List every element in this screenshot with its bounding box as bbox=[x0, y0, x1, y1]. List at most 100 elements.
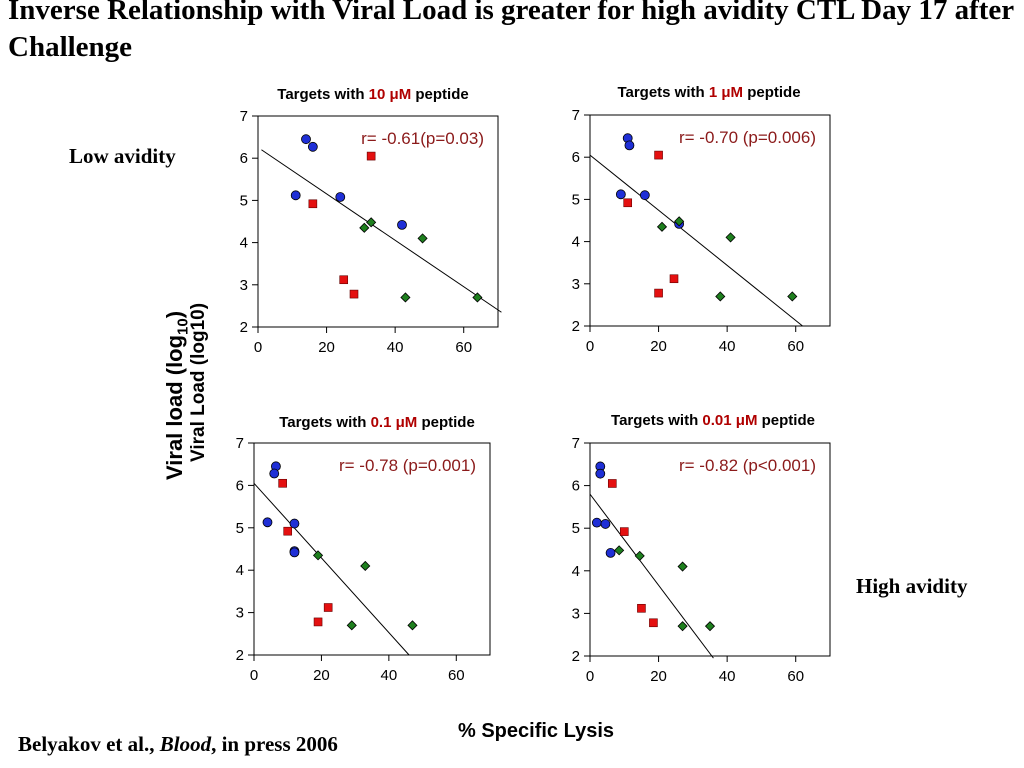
y-tick-label: 5 bbox=[240, 192, 248, 209]
plot-frame bbox=[589, 442, 831, 657]
plot-frame bbox=[589, 114, 831, 327]
point-diamond bbox=[417, 233, 428, 244]
point-circle bbox=[591, 517, 602, 528]
correlation-annotation: r= -0.78 (p=0.001) bbox=[339, 456, 476, 475]
point-diamond bbox=[360, 560, 371, 572]
y-tick-label: 6 bbox=[572, 149, 580, 166]
plot-frame bbox=[253, 442, 491, 656]
correlation-annotation: r= -0.82 (p<0.001) bbox=[679, 456, 816, 475]
point-circle bbox=[290, 190, 301, 201]
point-diamond bbox=[725, 232, 736, 243]
y-tick-label: 4 bbox=[572, 563, 580, 580]
y-tick-label: 6 bbox=[236, 477, 244, 494]
chart-title-suffix: peptide bbox=[411, 86, 469, 103]
point-square bbox=[366, 151, 376, 161]
point-circle bbox=[262, 517, 273, 528]
y-tick-label: 6 bbox=[572, 478, 580, 495]
high-avidity-label: High avidity bbox=[856, 574, 968, 598]
chart-1: Targets with 10 μM peptide 2 3 4 5 6 7 0 20 40 60 r… bbox=[240, 86, 502, 356]
y-tick-label: 2 bbox=[572, 648, 580, 665]
point-circle bbox=[289, 547, 300, 558]
chart-title-suffix: peptide bbox=[743, 84, 801, 101]
point-square bbox=[607, 479, 617, 488]
x-tick-label: 0 bbox=[250, 667, 258, 684]
point-diamond bbox=[677, 561, 688, 572]
chart-title-concentration: 1 μM bbox=[709, 84, 743, 101]
x-tick-label: 20 bbox=[313, 667, 330, 684]
x-tick-label: 20 bbox=[650, 338, 667, 355]
x-tick-label: 40 bbox=[719, 668, 736, 685]
x-tick-label: 0 bbox=[586, 338, 594, 355]
citation: Belyakov et al., Blood, in press 2006 bbox=[18, 732, 338, 757]
point-circle bbox=[269, 468, 280, 479]
y-tick-label: 2 bbox=[236, 647, 244, 664]
point-diamond bbox=[787, 291, 798, 302]
chart-2: Targets with 1 μM peptide 2 3 4 5 6 7 0 20 40 60 r=… bbox=[572, 84, 831, 355]
x-tick-label: 60 bbox=[787, 338, 804, 355]
chart-title: Targets with 1 μM peptide bbox=[617, 84, 800, 101]
point-circle bbox=[595, 468, 606, 479]
y-tick-label: 7 bbox=[240, 108, 248, 125]
point-square bbox=[623, 198, 633, 208]
point-circle bbox=[615, 189, 626, 200]
chart-title: Targets with 0.1 μM peptide bbox=[279, 414, 475, 431]
point-diamond bbox=[359, 222, 370, 233]
chart-title-concentration: 0.01 μM bbox=[702, 412, 757, 429]
point-circle bbox=[600, 519, 611, 529]
point-circle bbox=[397, 219, 407, 230]
x-tick-label: 40 bbox=[719, 338, 736, 355]
chart-title-prefix: Targets with bbox=[277, 86, 368, 103]
y-tick-label: 4 bbox=[572, 234, 580, 251]
point-circle bbox=[289, 518, 300, 529]
point-diamond bbox=[677, 621, 688, 632]
correlation-annotation: r= -0.61(p=0.03) bbox=[361, 129, 484, 148]
citation-authors: Belyakov et al., bbox=[18, 732, 160, 756]
chart-title: Targets with 10 μM peptide bbox=[277, 86, 468, 103]
point-circle bbox=[605, 548, 616, 558]
point-circle bbox=[335, 192, 346, 202]
x-tick-label: 60 bbox=[448, 667, 465, 684]
low-avidity-label: Low avidity bbox=[69, 144, 176, 168]
chart-title-prefix: Targets with bbox=[279, 414, 370, 431]
y-tick-label: 5 bbox=[236, 520, 244, 537]
y-tick-label: 6 bbox=[240, 150, 248, 167]
chart-3: Targets with 0.1 μM peptide 2 3 4 5 6 7 0 20 40 60… bbox=[236, 414, 491, 684]
plot-frame bbox=[257, 115, 499, 328]
point-diamond bbox=[346, 620, 357, 631]
point-circle bbox=[624, 140, 635, 151]
point-square bbox=[669, 274, 679, 284]
chart-title-prefix: Targets with bbox=[617, 84, 708, 101]
x-tick-label: 40 bbox=[381, 667, 398, 684]
point-diamond bbox=[400, 292, 411, 303]
x-tick-label: 20 bbox=[318, 339, 335, 356]
y-tick-label: 3 bbox=[572, 276, 580, 293]
point-square bbox=[278, 478, 287, 488]
point-square bbox=[654, 150, 663, 160]
chart-4: Targets with 0.01 μM peptide 2 3 4 5 6 7 0 20 40 6… bbox=[572, 412, 831, 685]
citation-rest: , in press 2006 bbox=[211, 732, 338, 756]
x-tick-label: 60 bbox=[787, 668, 804, 685]
point-diamond bbox=[472, 292, 483, 303]
point-square bbox=[323, 603, 333, 612]
chart-title-prefix: Targets with bbox=[611, 412, 702, 429]
point-diamond bbox=[715, 291, 726, 302]
y-tick-label: 3 bbox=[236, 605, 244, 622]
point-diamond bbox=[674, 216, 685, 227]
point-diamond bbox=[634, 550, 645, 561]
y-tick-label: 3 bbox=[240, 277, 248, 294]
y-tick-label: 5 bbox=[572, 520, 580, 537]
point-square bbox=[637, 603, 646, 613]
chart-title-concentration: 10 μM bbox=[369, 86, 412, 103]
point-circle bbox=[307, 141, 318, 152]
y-tick-label: 7 bbox=[572, 435, 580, 452]
page-title: Inverse Relationship with Viral Load is … bbox=[8, 0, 1014, 63]
point-diamond bbox=[704, 621, 716, 632]
y-tick-label: 2 bbox=[240, 319, 248, 336]
x-axis-label: % Specific Lysis bbox=[458, 720, 614, 742]
point-diamond bbox=[656, 221, 668, 232]
regression-line bbox=[589, 493, 714, 659]
citation-journal: Blood bbox=[159, 732, 212, 756]
point-square bbox=[313, 617, 323, 627]
x-tick-label: 60 bbox=[455, 339, 472, 356]
y-tick-label: 2 bbox=[572, 318, 580, 335]
